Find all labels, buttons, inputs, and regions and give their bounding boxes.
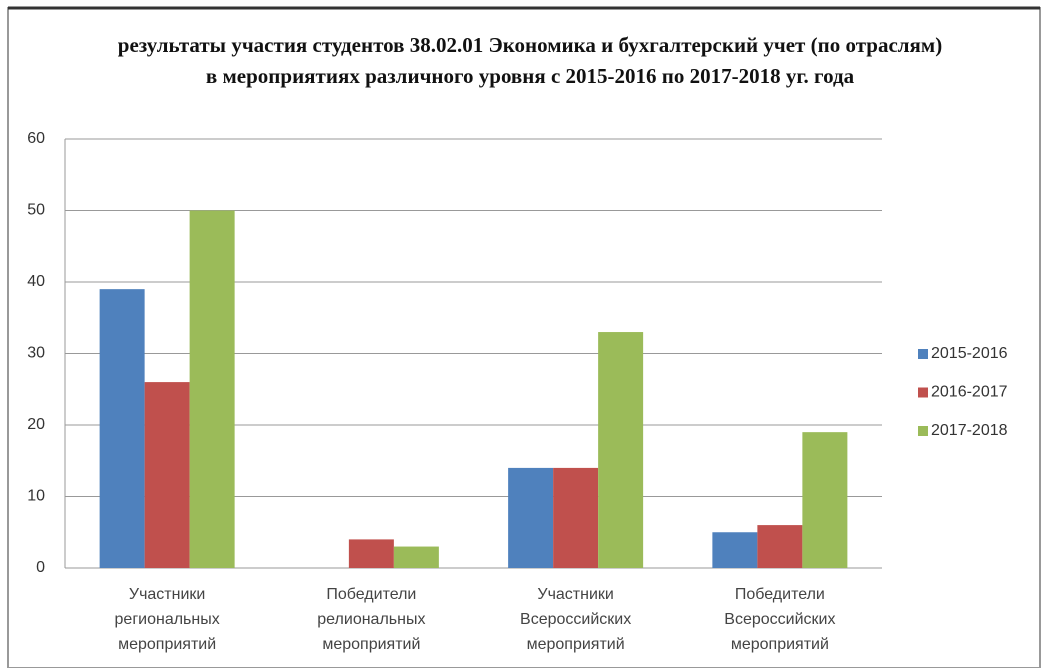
legend-swatch bbox=[918, 387, 928, 398]
y-tick-label: 50 bbox=[27, 202, 45, 219]
bar bbox=[144, 382, 190, 568]
legend-swatch bbox=[918, 349, 928, 359]
frame bbox=[7, 7, 1041, 668]
y-tick-label: 10 bbox=[27, 488, 45, 505]
bar bbox=[802, 432, 848, 568]
bar bbox=[553, 467, 599, 568]
y-tick-label: 0 bbox=[36, 559, 45, 576]
bar bbox=[598, 332, 644, 568]
bar bbox=[348, 539, 394, 568]
y-tick-label: 60 bbox=[27, 130, 45, 147]
bar bbox=[712, 532, 758, 568]
legend-label: 2016-2017 bbox=[931, 384, 1008, 401]
y-tick-label: 40 bbox=[27, 273, 45, 290]
y-tick-label: 30 bbox=[27, 345, 45, 362]
legend-label: 2015-2016 bbox=[931, 345, 1008, 362]
y-tick-label: 20 bbox=[27, 416, 45, 433]
bar bbox=[757, 525, 803, 568]
bar bbox=[393, 546, 439, 568]
bar bbox=[99, 289, 145, 568]
bar bbox=[508, 467, 554, 568]
x-tick-label: Победители Всероссийских мероприятий bbox=[724, 586, 836, 653]
x-tick-label: Участники Всероссийских мероприятий bbox=[520, 586, 632, 653]
x-tick-label: Победители релиональных мероприятий bbox=[317, 586, 426, 653]
legend-label: 2017-2018 bbox=[931, 422, 1008, 439]
chart-title: результаты участия студентов 38.02.01 Эк… bbox=[117, 33, 943, 88]
bar bbox=[189, 210, 235, 568]
legend-swatch bbox=[918, 426, 928, 436]
x-tick-label: Участники региональных мероприятий bbox=[114, 586, 220, 653]
